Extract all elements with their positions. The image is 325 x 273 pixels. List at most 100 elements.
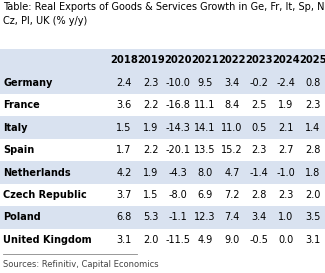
Bar: [191, 139, 218, 161]
Bar: [0, 94, 111, 117]
Text: 2.3: 2.3: [305, 100, 320, 110]
Bar: [245, 94, 272, 117]
Bar: [272, 94, 299, 117]
Text: 2.3: 2.3: [278, 190, 293, 200]
Text: 3.1: 3.1: [305, 235, 320, 245]
Bar: [299, 117, 325, 139]
Text: 3.4: 3.4: [224, 78, 240, 88]
Bar: [299, 94, 325, 117]
Bar: [137, 184, 164, 206]
Bar: [191, 184, 218, 206]
Text: 2.0: 2.0: [305, 190, 320, 200]
Bar: [218, 72, 245, 94]
Bar: [299, 49, 325, 72]
Text: 3.4: 3.4: [251, 212, 266, 222]
Text: 2.7: 2.7: [278, 145, 293, 155]
Bar: [137, 49, 164, 72]
Bar: [0, 49, 111, 72]
Text: 2.1: 2.1: [278, 123, 293, 133]
Bar: [164, 229, 191, 251]
Text: 2.3: 2.3: [251, 145, 266, 155]
Text: 1.0: 1.0: [278, 212, 293, 222]
Text: 1.9: 1.9: [143, 123, 159, 133]
Bar: [111, 139, 137, 161]
Text: 4.7: 4.7: [224, 168, 240, 178]
Text: 2024: 2024: [272, 55, 300, 65]
Bar: [111, 72, 137, 94]
Bar: [191, 72, 218, 94]
Bar: [0, 72, 111, 94]
Text: 2020: 2020: [164, 55, 192, 65]
Text: 2025: 2025: [299, 55, 325, 65]
Bar: [0, 229, 111, 251]
Text: -0.5: -0.5: [249, 235, 268, 245]
Bar: [137, 139, 164, 161]
Text: -0.2: -0.2: [249, 78, 268, 88]
Bar: [111, 49, 137, 72]
Text: United Kingdom: United Kingdom: [3, 235, 92, 245]
Text: 8.0: 8.0: [197, 168, 213, 178]
Bar: [218, 94, 245, 117]
Bar: [272, 49, 299, 72]
Bar: [272, 161, 299, 184]
Text: 14.1: 14.1: [194, 123, 215, 133]
Bar: [164, 139, 191, 161]
Bar: [218, 184, 245, 206]
Text: 3.6: 3.6: [116, 100, 132, 110]
Bar: [272, 229, 299, 251]
Bar: [164, 72, 191, 94]
Bar: [164, 184, 191, 206]
Text: 5.3: 5.3: [143, 212, 159, 222]
Text: 2.8: 2.8: [305, 145, 320, 155]
Text: 0.5: 0.5: [251, 123, 266, 133]
Bar: [218, 206, 245, 229]
Bar: [0, 139, 111, 161]
Text: 15.2: 15.2: [221, 145, 243, 155]
Bar: [111, 94, 137, 117]
Text: Italy: Italy: [3, 123, 28, 133]
Bar: [218, 117, 245, 139]
Bar: [164, 161, 191, 184]
Text: -1.4: -1.4: [250, 168, 268, 178]
Bar: [272, 117, 299, 139]
Text: 2.2: 2.2: [143, 100, 159, 110]
Bar: [245, 229, 272, 251]
Text: -20.1: -20.1: [165, 145, 190, 155]
Bar: [218, 161, 245, 184]
Bar: [164, 206, 191, 229]
Text: -1.0: -1.0: [277, 168, 295, 178]
Text: 0.0: 0.0: [278, 235, 293, 245]
Text: Poland: Poland: [3, 212, 41, 222]
Text: 2022: 2022: [218, 55, 246, 65]
Bar: [299, 184, 325, 206]
Text: 2.0: 2.0: [143, 235, 159, 245]
Bar: [218, 139, 245, 161]
Text: 4.2: 4.2: [116, 168, 132, 178]
Text: 2023: 2023: [245, 55, 273, 65]
Bar: [245, 161, 272, 184]
Text: 3.5: 3.5: [305, 212, 320, 222]
Text: 6.9: 6.9: [197, 190, 213, 200]
Text: -2.4: -2.4: [276, 78, 295, 88]
Bar: [111, 206, 137, 229]
Text: Czech Republic: Czech Republic: [3, 190, 87, 200]
Bar: [191, 49, 218, 72]
Text: 1.5: 1.5: [116, 123, 132, 133]
Text: 2.2: 2.2: [143, 145, 159, 155]
Bar: [111, 184, 137, 206]
Bar: [191, 94, 218, 117]
Text: -14.3: -14.3: [165, 123, 190, 133]
Text: -16.8: -16.8: [165, 100, 190, 110]
Text: Spain: Spain: [3, 145, 34, 155]
Text: 3.7: 3.7: [116, 190, 132, 200]
Bar: [191, 206, 218, 229]
Text: 0.8: 0.8: [305, 78, 320, 88]
Text: 7.4: 7.4: [224, 212, 240, 222]
Text: -8.0: -8.0: [169, 190, 187, 200]
Bar: [218, 229, 245, 251]
Bar: [245, 72, 272, 94]
Text: 7.2: 7.2: [224, 190, 240, 200]
Bar: [218, 49, 245, 72]
Bar: [0, 206, 111, 229]
Text: 1.4: 1.4: [305, 123, 320, 133]
